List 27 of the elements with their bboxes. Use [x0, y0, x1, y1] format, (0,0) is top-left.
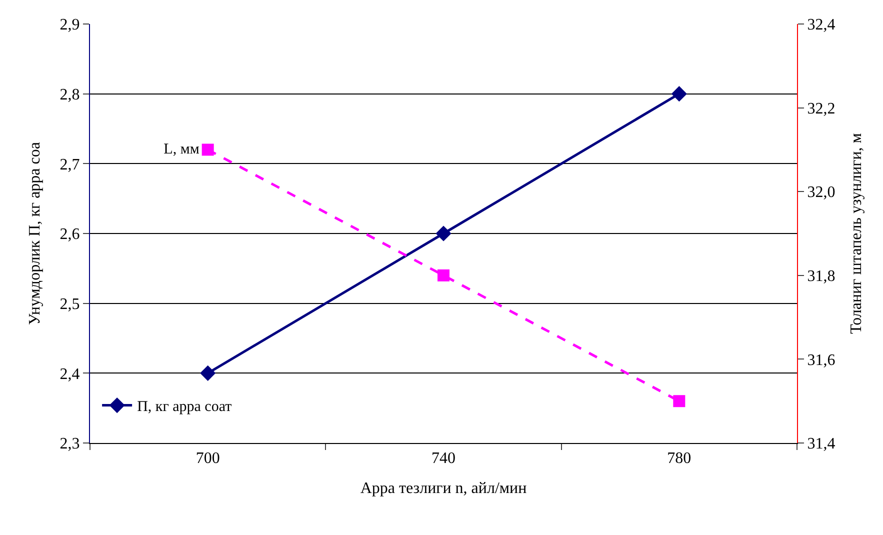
point — [202, 144, 214, 156]
point — [436, 226, 452, 242]
y-tick-label: 2,3 — [60, 436, 80, 453]
y-axis-title: Унумдорлик П, кг арра соа — [26, 142, 44, 325]
y2-axis-title: Толаниг штапель узунлиги, м — [848, 133, 865, 334]
y2-tick-label: 31,6 — [807, 352, 836, 369]
x-tick-label: 780 — [667, 450, 692, 468]
y-tick-label: 2,7 — [60, 156, 80, 174]
x-tick-label: 700 — [196, 450, 220, 468]
y-tick-label: 2,6 — [60, 226, 80, 244]
y2-tick-label: 31,8 — [807, 268, 836, 285]
y-tick-label: 2,5 — [60, 296, 80, 313]
point — [671, 86, 687, 102]
y-tick-label: 2,9 — [60, 16, 80, 34]
y2-tick-label: 31,4 — [807, 436, 836, 453]
y-tick-label: 2,4 — [60, 366, 80, 383]
legend-label: П, кг арра соат — [137, 399, 232, 416]
y2-tick-label: 32,4 — [807, 16, 836, 34]
y2-tick-label: 32,2 — [807, 100, 836, 118]
y2-tick-label: 32,0 — [807, 184, 836, 202]
point — [438, 269, 450, 282]
y-tick-label: 2,8 — [60, 86, 80, 104]
x-tick-label: 740 — [432, 450, 456, 468]
series-label: L, мм — [164, 141, 200, 158]
point — [673, 395, 686, 408]
x-axis-title: Арра тезлиги n, айл/мин — [360, 480, 528, 497]
point — [200, 365, 216, 381]
